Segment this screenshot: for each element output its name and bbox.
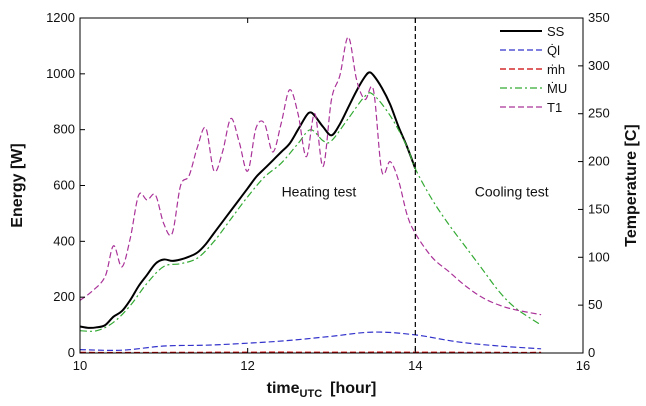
y-tick-label: 200 — [53, 289, 75, 304]
legend-label-4: T1 — [547, 100, 562, 115]
ticks-layer: 10 12 14 1602004006008001000120005010015020… — [46, 10, 610, 373]
y2-tick-label: 350 — [588, 10, 610, 25]
y-tick-label: 1000 — [46, 66, 75, 81]
y-tick-label: 0 — [68, 345, 75, 360]
x-axis-title: timeUTC [hour] — [267, 380, 377, 400]
legend-label-2: ṁh — [547, 62, 565, 77]
legend-label-1: Q̇l — [547, 43, 560, 58]
x-tick-label: 12 — [240, 358, 254, 373]
series-line-3 — [79, 92, 542, 332]
x-axis-title-unit: [hour] — [330, 380, 376, 397]
legend-label-0: SS — [547, 24, 565, 39]
series-line-1 — [79, 331, 542, 351]
series-line-4 — [79, 36, 542, 316]
y2-tick-label: 300 — [588, 58, 610, 73]
y2-tick-label: 50 — [588, 297, 602, 312]
x-axis-title-main: time — [267, 380, 300, 397]
y2-axis-title: Temperature [C] — [623, 124, 640, 246]
y-axis-title: Energy [W] — [9, 143, 26, 227]
y-tick-label: 800 — [53, 122, 75, 137]
annotation-cooling-test: Cooling test — [475, 184, 549, 200]
x-tick-label: 10 — [73, 358, 87, 373]
y-tick-label: 600 — [53, 178, 75, 193]
y2-tick-label: 200 — [588, 154, 610, 169]
y2-tick-label: 150 — [588, 201, 610, 216]
y2-tick-label: 250 — [588, 106, 610, 121]
x-axis-title-sub: UTC — [300, 388, 323, 400]
plot-lines — [79, 36, 542, 354]
legend: SS Q̇l ṁh ṀU T1 — [500, 24, 567, 115]
annotation-heating-test: Heating test — [282, 184, 357, 200]
x-tick-label: 16 — [576, 358, 590, 373]
y-tick-label: 400 — [53, 233, 75, 248]
series-line-0 — [79, 71, 417, 329]
y2-tick-label: 100 — [588, 249, 610, 264]
legend-label-3: ṀU — [547, 81, 567, 96]
x-tick-label: 14 — [408, 358, 422, 373]
y2-tick-label: 0 — [588, 345, 595, 360]
y-tick-label: 1200 — [46, 10, 75, 25]
